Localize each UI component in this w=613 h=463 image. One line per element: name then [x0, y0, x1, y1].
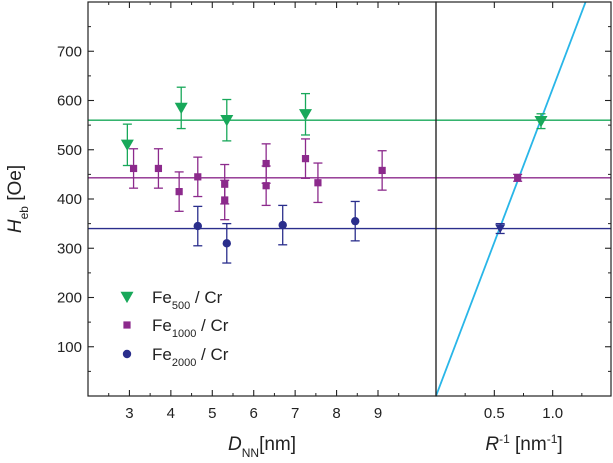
y-tick-label-4: 500 — [57, 142, 82, 159]
left-point-s1-p10 — [378, 166, 386, 175]
y-tick-label-6: 700 — [57, 43, 82, 60]
legend-label-2: Fe2000 / Cr — [152, 345, 229, 369]
left-point-s1-p7 — [262, 182, 270, 190]
right-x-tick-label-0: 0.5 — [484, 405, 505, 422]
x-tick-label-0: 3 — [125, 405, 133, 422]
x-tick-label-2: 5 — [208, 405, 216, 422]
y-tick-label-2: 300 — [57, 240, 82, 257]
legend: Fe500 / Cr Fe1000 / Cr Fe2000 / Cr — [120, 288, 229, 369]
left-point-s2-p2 — [278, 220, 287, 230]
y-tick-label-3: 400 — [57, 191, 82, 208]
left-point-s1-p5 — [221, 196, 229, 204]
x-tick-label-6: 9 — [374, 405, 382, 422]
left-point-s2-p1 — [222, 239, 231, 248]
x-tick-label-5: 8 — [332, 405, 340, 422]
legend-label-1: Fe1000 / Cr — [152, 316, 229, 340]
left-point-s1-p1 — [154, 164, 163, 173]
right-point-p2 — [534, 115, 548, 128]
y-tick-label-5: 600 — [57, 93, 82, 110]
legend-marker-1 — [123, 321, 131, 329]
left-point-s0-p3 — [299, 109, 312, 121]
right-x-axis-title: R-1 [nm-1] — [485, 432, 562, 455]
x-tick-label-4: 7 — [291, 405, 299, 422]
x-axis-title: DNN[nm] — [228, 434, 296, 460]
x-tick-label-1: 4 — [167, 405, 175, 422]
left-point-s1-p8 — [301, 155, 310, 163]
y-tick-label-1: 200 — [57, 290, 82, 307]
data-marks-layer — [120, 86, 548, 264]
left-point-s1-p6 — [262, 159, 270, 168]
right-point-p0 — [495, 224, 506, 234]
right-point-p1 — [514, 174, 522, 182]
left-point-s0-p0 — [120, 139, 134, 151]
legend-marker-2 — [122, 349, 132, 359]
y-tick-label-0: 100 — [57, 339, 82, 356]
axes-layer: 100 200 300 400 500 600 700 3 4 5 6 7 8 9 0.5 1.0 Heb [O… — [5, 1, 612, 460]
y-axis-title: Heb [Oe] — [5, 165, 31, 233]
left-point-s2-p0 — [193, 221, 202, 231]
left-point-s0-p1 — [174, 102, 188, 115]
reference-lines-layer — [88, 2, 611, 396]
left-point-s1-p3 — [194, 173, 202, 181]
left-point-s2-p3 — [351, 216, 360, 226]
fit-line — [436, 2, 587, 396]
left-point-s1-p9 — [314, 179, 322, 187]
left-point-s1-p2 — [175, 188, 183, 196]
right-x-tick-label-1: 1.0 — [542, 405, 563, 422]
left-point-s1-p0 — [129, 164, 138, 173]
legend-marker-0 — [120, 291, 134, 304]
x-tick-label-3: 6 — [250, 405, 258, 422]
left-point-s0-p2 — [220, 115, 234, 127]
legend-label-0: Fe500 / Cr — [152, 288, 223, 312]
